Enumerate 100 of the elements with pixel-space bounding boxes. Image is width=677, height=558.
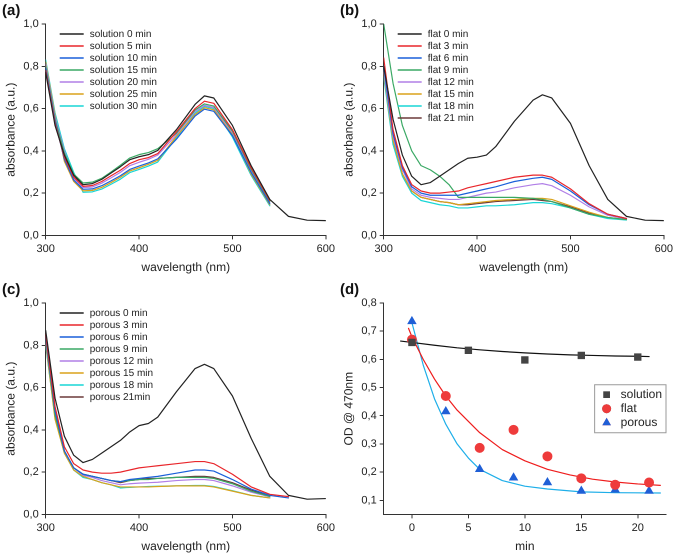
legend-label: porous 9 min (90, 344, 148, 355)
legend-label: porous 6 min (90, 332, 148, 343)
y-axis-title: absorbance (a.u.) (4, 82, 18, 177)
point (408, 316, 416, 324)
y-tick-label: 0,6 (23, 102, 39, 115)
x-axis-title: wavelength (nm) (140, 260, 230, 274)
x-tick-label: 600 (316, 522, 336, 534)
legend-label: flat 12 min (428, 76, 474, 88)
y-tick-label: 0,5 (361, 382, 377, 394)
y-tick-label: 0,6 (23, 382, 39, 394)
y-axis-title: OD @ 470nm (342, 372, 356, 446)
y-tick-label: 0,3 (361, 438, 377, 450)
point (509, 472, 518, 481)
x-tick-label: 0 (408, 522, 415, 534)
y-tick-label: 0,2 (23, 187, 39, 200)
y-tick-label: 0,4 (361, 144, 377, 157)
y-tick-label: 1,0 (23, 297, 39, 310)
point (576, 486, 586, 494)
x-tick-label: 300 (36, 243, 55, 256)
y-tick-label: 0,6 (361, 102, 377, 115)
legend-label: flat 3 min (428, 40, 468, 52)
y-tick-label: 0,2 (361, 466, 377, 478)
point (521, 356, 529, 364)
legend-label: solution 15 min (90, 64, 157, 76)
point (576, 473, 586, 484)
legend-label: porous 12 min (90, 356, 154, 367)
x-tick-label: 500 (223, 243, 242, 256)
point (610, 480, 620, 490)
x-tick-label: 300 (374, 243, 393, 256)
legend-label: flat 6 min (428, 52, 468, 64)
legend-label: solution 30 min (90, 100, 157, 112)
legend-label: flat 9 min (428, 64, 468, 76)
y-tick-label: 0,8 (361, 297, 377, 310)
x-axis-title: min (515, 539, 535, 554)
legend-label: solution (620, 387, 662, 402)
x-tick-label: 500 (561, 243, 580, 256)
legend-label: porous 21min (90, 392, 150, 403)
point (475, 464, 484, 472)
y-tick-label: 0,7 (361, 325, 377, 338)
legend-label: porous 3 min (90, 320, 148, 331)
x-tick-label: 600 (316, 243, 336, 256)
y-tick-label: 0,4 (361, 410, 377, 422)
y-tick-label: 0,8 (23, 60, 39, 72)
point (543, 478, 552, 486)
legend-label: flat (620, 401, 638, 416)
y-tick-label: 0,8 (361, 60, 377, 72)
legend-label: solution 5 min (90, 40, 152, 52)
legend-label: porous 18 min (90, 380, 154, 391)
y-tick-label: 0,4 (23, 424, 39, 436)
point (440, 391, 451, 402)
x-axis-title: wavelength (nm) (478, 260, 568, 274)
y-tick-label: 0,2 (361, 187, 377, 200)
legend-label: solution 10 min (90, 52, 157, 64)
y-axis-title: absorbance (a.u.) (4, 362, 18, 456)
point (542, 451, 552, 462)
x-tick-label: 20 (632, 522, 644, 534)
y-axis-title: absorbance (a.u.) (342, 82, 356, 177)
point (578, 352, 585, 360)
legend-label: solution 0 min (90, 28, 152, 40)
legend-label: porous 0 min (90, 308, 148, 319)
y-tick-label: 1,0 (361, 18, 377, 30)
y-tick-label: 0,6 (361, 353, 377, 366)
y-tick-label: 0,8 (23, 339, 39, 352)
point (634, 353, 642, 361)
x-tick-label: 15 (575, 522, 588, 534)
point (474, 442, 485, 453)
point (441, 406, 450, 414)
x-axis-title: wavelength (nm) (140, 539, 230, 554)
point (644, 486, 654, 494)
x-tick-label: 500 (223, 522, 242, 534)
legend-label: flat 15 min (428, 88, 474, 100)
legend-label: solution 25 min (90, 88, 157, 100)
legend-label: flat 18 min (428, 100, 474, 112)
legend-label: porous 15 min (90, 368, 154, 379)
y-tick-label: 0,0 (23, 508, 39, 520)
x-tick-label: 600 (654, 243, 674, 256)
y-tick-label: 0,1 (361, 494, 377, 506)
y-tick-label: 0,0 (23, 229, 39, 242)
legend-label: flat 21 min (428, 112, 474, 124)
chart-title: (b) (340, 2, 360, 20)
point (644, 478, 654, 488)
legend-label: solution 20 min (90, 76, 157, 88)
legend-label: flat 0 min (428, 28, 468, 40)
y-tick-label: 1,0 (23, 18, 39, 30)
chart-title: (d) (340, 281, 360, 298)
point (508, 424, 519, 435)
x-tick-label: 300 (36, 522, 55, 534)
y-tick-label: 0,2 (23, 466, 39, 478)
chart-title: (c) (2, 281, 20, 298)
legend-label: porous (620, 415, 658, 430)
x-tick-label: 10 (518, 522, 531, 534)
x-tick-label: 5 (465, 522, 472, 534)
point (464, 346, 472, 354)
y-tick-label: 0,0 (361, 229, 377, 242)
x-tick-label: 400 (468, 243, 486, 256)
x-tick-label: 400 (130, 243, 148, 256)
chart-title: (a) (2, 2, 20, 20)
x-tick-label: 400 (130, 522, 148, 534)
y-tick-label: 0,4 (23, 144, 39, 157)
point (408, 338, 416, 346)
